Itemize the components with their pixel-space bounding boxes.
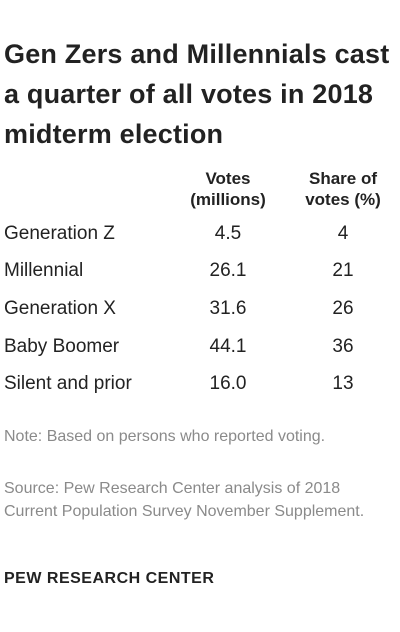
votes-value: 31.6 — [209, 298, 247, 319]
share-header-line1: Share of — [308, 169, 378, 188]
share-value: 26 — [332, 298, 354, 319]
row-label: Generation Z — [4, 223, 115, 244]
share-column-header: Share of votes (%) — [292, 168, 394, 210]
share-header-line2: votes (%) — [305, 190, 381, 209]
table-row-baby-boomer: Baby Boomer 44.1 36 — [0, 335, 400, 373]
table-row-generation-x: Generation X 31.6 26 — [0, 297, 400, 335]
row-label: Millennial — [4, 260, 84, 281]
chart-note: Note: Based on persons who reported voti… — [4, 428, 326, 445]
chart-source: Source: Pew Research Center analysis of … — [4, 480, 365, 520]
row-label: Generation X — [4, 298, 116, 319]
votes-value: 16.0 — [209, 373, 247, 394]
share-value: 36 — [332, 336, 354, 357]
table-row-silent-and-prior: Silent and prior 16.0 13 — [0, 372, 400, 410]
votes-value: 26.1 — [209, 260, 247, 281]
row-label: Silent and prior — [4, 373, 132, 394]
row-label: Baby Boomer — [4, 336, 120, 357]
votes-column-header: Votes (millions) — [176, 168, 280, 210]
share-value: 4 — [337, 223, 349, 244]
share-value: 21 — [332, 260, 354, 281]
table-row-generation-z: Generation Z 4.5 4 — [0, 222, 400, 260]
share-value: 13 — [332, 373, 354, 394]
votes-header-line1: Votes — [205, 169, 251, 188]
votes-value: 4.5 — [214, 223, 242, 244]
votes-value: 44.1 — [209, 336, 247, 357]
brand-logo-text: PEW RESEARCH CENTER — [4, 570, 215, 587]
table-row-millennial: Millennial 26.1 21 — [0, 259, 400, 297]
chart-title: Gen Zers and Millennials cast a quarter … — [4, 39, 390, 149]
votes-header-line2: (millions) — [190, 190, 266, 209]
